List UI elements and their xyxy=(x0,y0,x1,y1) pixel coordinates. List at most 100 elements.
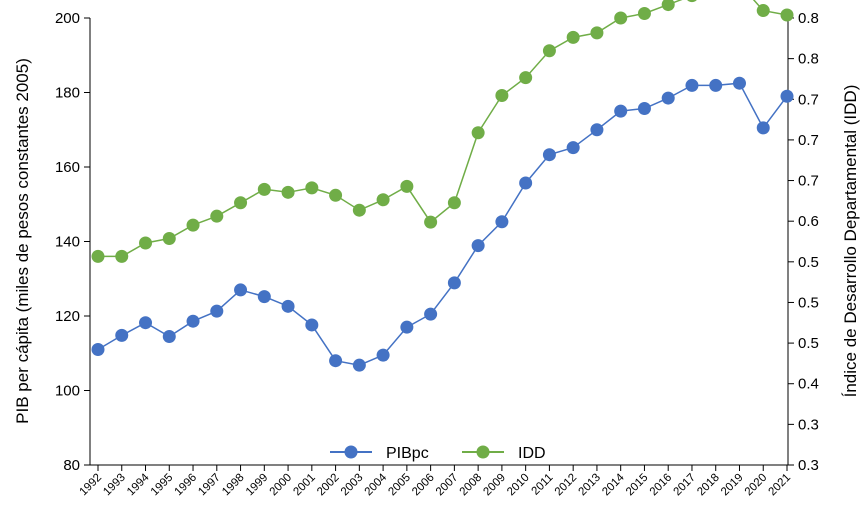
right-y-tick-label: 0.8 xyxy=(798,51,819,68)
left-axis-title: PIB per cápita (miles de pesos constante… xyxy=(13,58,32,424)
data-point-pibpc xyxy=(257,290,271,304)
data-point-pibpc xyxy=(115,328,129,342)
data-point-idd xyxy=(210,209,224,223)
data-point-idd xyxy=(139,236,153,250)
data-point-idd xyxy=(329,188,343,202)
right-y-tick-label: 0.7 xyxy=(798,91,819,108)
data-point-pibpc xyxy=(542,148,556,162)
data-point-pibpc xyxy=(352,358,366,372)
data-point-idd xyxy=(424,215,438,229)
left-y-axis: 80 100 120 140 160 180 200 xyxy=(55,10,90,474)
data-point-idd xyxy=(519,71,533,85)
data-point-idd xyxy=(614,11,628,25)
data-point-pibpc xyxy=(590,123,604,137)
legend: PIBpc IDD xyxy=(330,445,546,462)
right-axis-title: Índice de Desarrollo Departamental (IDD) xyxy=(841,85,860,398)
data-point-idd xyxy=(162,232,176,246)
data-point-pibpc xyxy=(234,283,248,297)
data-point-pibpc xyxy=(732,76,746,90)
x-tick-label: 2011 xyxy=(530,472,556,498)
data-point-pibpc xyxy=(447,276,461,290)
left-y-tick-label: 180 xyxy=(55,85,80,102)
data-point-pibpc xyxy=(376,348,390,362)
x-tick-label: 2009 xyxy=(481,472,508,499)
data-point-idd xyxy=(376,193,390,207)
right-y-tick-label: 0.6 xyxy=(798,213,819,230)
data-point-idd xyxy=(495,88,509,102)
x-tick-label: 1996 xyxy=(173,472,200,499)
x-tick-label: 2017 xyxy=(672,472,699,499)
x-tick-label: 2013 xyxy=(576,472,603,499)
x-tick-label: 2003 xyxy=(339,472,366,499)
left-y-tick-label: 140 xyxy=(55,234,80,251)
data-point-idd xyxy=(447,196,461,210)
x-tick-label: 1995 xyxy=(149,472,176,499)
data-point-pibpc xyxy=(614,104,628,118)
legend-pibpc-marker xyxy=(344,445,358,459)
x-tick-label: 2020 xyxy=(743,472,770,499)
data-point-pibpc xyxy=(566,141,580,155)
right-y-tick-label: 0.4 xyxy=(798,376,819,393)
data-point-pibpc xyxy=(210,304,224,318)
x-tick-label: 2016 xyxy=(648,472,675,499)
data-point-pibpc xyxy=(139,316,153,330)
right-y-tick-label: 0.5 xyxy=(798,254,819,271)
x-tick-label: 1992 xyxy=(78,472,105,499)
data-point-pibpc xyxy=(305,318,319,332)
data-point-pibpc xyxy=(400,320,414,334)
data-point-idd xyxy=(661,0,675,12)
left-y-tick-label: 100 xyxy=(55,383,80,400)
data-point-idd xyxy=(305,181,319,195)
x-tick-label: 2021 xyxy=(767,472,794,499)
data-point-idd xyxy=(186,218,200,232)
data-point-pibpc xyxy=(685,78,699,92)
data-point-pibpc xyxy=(780,89,794,103)
data-point-idd xyxy=(542,44,556,58)
data-point-idd xyxy=(281,185,295,199)
right-y-tick-label: 0.7 xyxy=(798,132,819,149)
data-point-idd xyxy=(756,4,770,18)
series-line-idd xyxy=(98,0,788,258)
right-y-tick-label: 0.3 xyxy=(798,457,819,474)
data-point-pibpc xyxy=(495,215,509,229)
x-tick-label: 2000 xyxy=(268,472,295,499)
x-tick-label: 2015 xyxy=(624,472,651,499)
right-y-axis: 0.3 0.3 0.4 0.5 0.5 0.5 0.6 0.7 0.7 0.7 0.8 0.8 xyxy=(788,10,819,474)
x-tick-label: 1997 xyxy=(196,472,223,499)
data-point-idd xyxy=(234,196,248,210)
left-y-tick-label: 200 xyxy=(55,10,80,27)
data-point-idd xyxy=(590,26,604,40)
right-y-tick-label: 0.5 xyxy=(798,335,819,352)
data-point-idd xyxy=(352,203,366,217)
x-tick-label: 2019 xyxy=(719,472,746,499)
x-axis: 1992199319941995199619971998199920002001… xyxy=(78,465,794,499)
data-point-pibpc xyxy=(91,343,105,357)
x-tick-label: 2002 xyxy=(315,472,342,499)
data-point-pibpc xyxy=(281,299,295,313)
right-y-tick-label: 0.7 xyxy=(798,173,819,190)
data-point-idd xyxy=(257,182,271,196)
data-point-pibpc xyxy=(756,121,770,135)
x-tick-label: 1999 xyxy=(244,472,271,499)
data-point-idd xyxy=(780,8,794,22)
data-point-pibpc xyxy=(186,314,200,328)
legend-idd-label: IDD xyxy=(518,445,546,462)
x-tick-label: 1993 xyxy=(101,472,128,499)
right-y-tick-label: 0.8 xyxy=(798,10,819,27)
x-tick-label: 2012 xyxy=(553,472,580,499)
x-tick-label: 2006 xyxy=(410,472,437,499)
data-point-idd xyxy=(637,7,651,21)
data-point-pibpc xyxy=(637,102,651,116)
data-point-idd xyxy=(566,30,580,44)
data-point-pibpc xyxy=(329,354,343,368)
series-line-pibpc xyxy=(97,82,788,366)
data-point-idd xyxy=(471,126,485,140)
data-point-pibpc xyxy=(709,78,723,92)
left-y-tick-label: 160 xyxy=(55,159,80,176)
data-point-pibpc xyxy=(424,307,438,321)
x-tick-label: 2018 xyxy=(695,472,722,499)
x-tick-label: 1998 xyxy=(220,472,247,499)
data-point-idd xyxy=(91,249,105,263)
x-tick-label: 2001 xyxy=(291,472,318,499)
data-point-pibpc xyxy=(162,329,176,343)
